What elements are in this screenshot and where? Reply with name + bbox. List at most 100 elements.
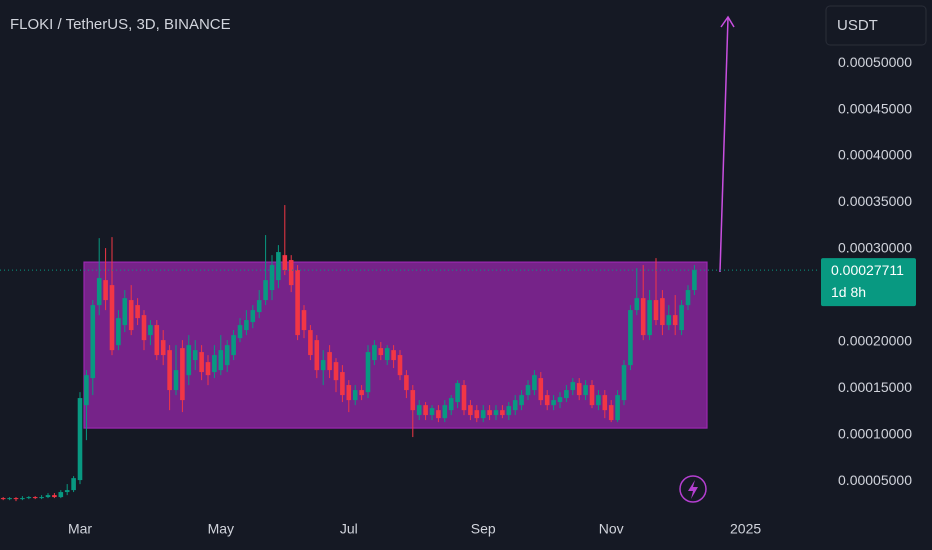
candle-body <box>173 370 179 391</box>
candle-body <box>39 497 44 499</box>
candle-body <box>660 298 665 326</box>
candle-body <box>352 390 358 401</box>
y-tick-label: 0.00040000 <box>838 147 912 163</box>
candle-body <box>359 390 364 396</box>
candle-body <box>621 365 627 401</box>
candle-body <box>365 352 371 393</box>
candle-body <box>333 362 339 381</box>
currency-button[interactable] <box>825 5 927 46</box>
candle-body <box>327 352 332 371</box>
candle-body <box>218 350 224 371</box>
candle-body <box>109 285 115 351</box>
candle-body <box>128 300 134 331</box>
candle-body <box>519 395 524 406</box>
x-tick-label: May <box>208 521 234 537</box>
candle-body <box>314 340 320 371</box>
candle-body <box>84 375 89 406</box>
countdown-label: 1d 8h <box>831 284 866 300</box>
range-box <box>83 261 708 429</box>
chart-title: FLOKI / TetherUS, 3D, BINANCE <box>10 16 231 33</box>
candle-body <box>653 300 659 321</box>
candle-body <box>512 400 518 411</box>
candle-body <box>679 305 684 331</box>
candle-body <box>288 260 294 286</box>
candle-body <box>685 290 691 306</box>
y-tick-label: 0.00005000 <box>838 472 912 488</box>
arrow-head <box>720 15 735 28</box>
candle-body <box>474 410 480 419</box>
candle-body <box>167 350 172 391</box>
candle-body <box>199 352 204 373</box>
candle-body <box>532 375 537 391</box>
candle-body <box>269 265 275 291</box>
overlay <box>679 15 735 503</box>
candle-body <box>487 410 492 416</box>
candle-body <box>372 345 377 361</box>
candle-body <box>525 385 531 396</box>
candle-body <box>77 398 83 481</box>
candles <box>0 205 697 502</box>
candle-body <box>551 400 556 406</box>
candle-body <box>32 497 38 499</box>
candle-body <box>52 495 57 498</box>
candle-body <box>570 382 576 391</box>
candle-body <box>455 383 460 403</box>
candle-body <box>506 406 512 416</box>
candle-body <box>340 372 345 396</box>
x-tick-label: 2025 <box>730 521 761 537</box>
candle-body <box>148 325 153 336</box>
candle-body <box>468 405 473 416</box>
candle-body <box>564 390 569 399</box>
candle-body <box>308 330 313 356</box>
candle-body <box>480 410 486 419</box>
candle-body <box>180 348 185 401</box>
candle-body <box>295 270 300 336</box>
candle-body <box>224 345 230 366</box>
y-tick-label: 0.00030000 <box>838 240 912 256</box>
candle-body <box>250 310 256 323</box>
candle-body <box>212 355 217 373</box>
candle-body <box>538 378 544 401</box>
candle-body <box>237 325 243 339</box>
candle-body <box>13 498 19 500</box>
candle-body <box>135 305 140 319</box>
candle-body <box>500 410 505 416</box>
currency-label: USDT <box>837 17 878 34</box>
candle-body <box>493 410 499 416</box>
x-tick-label: Nov <box>599 521 624 537</box>
candle-body <box>301 310 307 331</box>
candle-body <box>378 348 384 356</box>
candle-body <box>20 498 25 500</box>
x-tick-label: Sep <box>471 521 496 537</box>
candle-body <box>448 398 454 411</box>
candle-body <box>90 305 96 379</box>
candle-body <box>192 350 198 361</box>
candle-body <box>557 397 563 403</box>
y-tick-label: 0.00010000 <box>838 425 912 441</box>
y-tick-label: 0.00035000 <box>838 193 912 209</box>
candle-body <box>391 350 396 361</box>
candle-body <box>282 255 288 271</box>
candle-body <box>583 385 588 396</box>
y-tick-label: 0.00045000 <box>838 100 912 116</box>
candle-body <box>205 362 211 376</box>
candle-body <box>596 395 601 406</box>
candle-body <box>602 395 608 411</box>
candle-body <box>672 315 678 326</box>
x-tick-label: Mar <box>68 521 92 537</box>
candle-body <box>634 298 640 311</box>
candle-body <box>666 315 672 326</box>
y-tick-label: 0.00050000 <box>838 54 912 70</box>
candle-body <box>64 490 70 493</box>
candle-body <box>45 495 51 498</box>
candle-body <box>436 410 441 419</box>
candle-body <box>26 497 32 499</box>
alert-icon[interactable] <box>679 475 707 503</box>
candle-body <box>628 310 633 366</box>
y-tick-label: 0.00020000 <box>838 332 912 348</box>
candle-body <box>429 408 435 416</box>
candle-body <box>103 280 108 301</box>
candle-body <box>320 360 326 371</box>
